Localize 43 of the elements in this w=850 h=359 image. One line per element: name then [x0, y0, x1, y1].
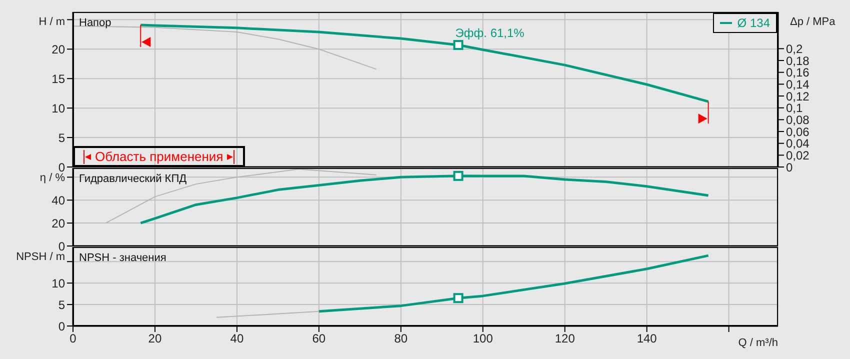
x-tick-label: 40	[230, 332, 244, 346]
x-tick-label: 120	[554, 332, 576, 346]
annotation: Эфф. 61,1%	[455, 26, 525, 40]
y2-tick-label: 0,16	[786, 66, 810, 80]
y-tick-label: 5	[58, 298, 66, 312]
y-tick-label: 0	[58, 239, 66, 254]
legend-label: Ø 134	[737, 16, 770, 30]
y-tick-label: 0	[58, 160, 66, 174]
x-axis-title: Q / m³/h	[738, 337, 778, 349]
y2-tick-label: 0,06	[786, 124, 810, 139]
y-axis-title: H / m	[38, 16, 65, 28]
y2-tick-label: 0,18	[786, 54, 810, 68]
y2-tick-label: 0,14	[786, 77, 810, 92]
x-tick-label: 80	[394, 332, 408, 346]
annotation: Напор	[79, 17, 112, 29]
x-tick-label: 100	[472, 332, 494, 346]
x-tick-label: 20	[148, 332, 162, 346]
line-series	[318, 254, 710, 313]
y-tick-label: 20	[52, 42, 66, 56]
y-tick-label: 20	[52, 216, 66, 230]
y2-axis-title: Δp / MPa	[790, 16, 836, 28]
x-tick-label: 0	[70, 332, 77, 346]
annotation: NPSH - значения	[79, 252, 166, 264]
line-series	[139, 24, 710, 103]
y-tick-label: 0	[58, 319, 66, 334]
y-axis-title: NPSH / m	[16, 251, 65, 263]
x-tick-label: 140	[636, 332, 658, 346]
y2-tick-label: 0,12	[786, 89, 810, 104]
y-tick-label: 5	[58, 130, 66, 145]
y2-tick-label: 0,02	[786, 148, 810, 162]
y-axis-title: η / %	[40, 172, 65, 184]
y2-tick-label: 0	[786, 160, 793, 174]
y-tick-label: 10	[52, 276, 66, 290]
y-tick-label: 10	[52, 101, 66, 116]
y2-tick-label: 0,1	[786, 101, 804, 116]
y2-tick-label: 0,08	[786, 112, 810, 127]
annotation: Область применения	[95, 149, 224, 164]
x-tick-label: 60	[312, 332, 326, 346]
y-tick-label: 40	[52, 193, 66, 208]
y2-tick-label: 0,04	[786, 136, 810, 151]
y2-tick-label: 0,2	[786, 42, 804, 56]
annotation: Гидравлический КПД	[79, 173, 187, 185]
y-tick-label: 15	[52, 72, 66, 86]
